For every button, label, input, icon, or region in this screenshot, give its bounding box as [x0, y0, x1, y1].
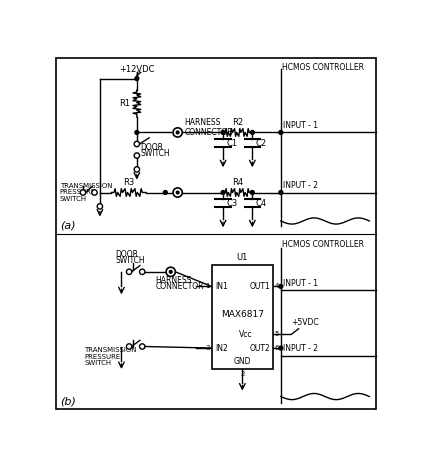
Circle shape	[134, 167, 139, 172]
Text: C1: C1	[226, 139, 237, 148]
Text: PRESSURE: PRESSURE	[85, 353, 121, 359]
Text: INPUT - 2: INPUT - 2	[283, 181, 318, 190]
Text: MAX6817: MAX6817	[221, 310, 264, 319]
Circle shape	[163, 190, 167, 195]
Text: HARNESS: HARNESS	[184, 118, 221, 127]
Text: IN1: IN1	[216, 282, 228, 291]
Text: INPUT - 1: INPUT - 1	[283, 279, 318, 288]
Text: 1: 1	[205, 284, 210, 289]
Text: 4: 4	[274, 284, 279, 289]
Text: R3: R3	[123, 178, 134, 187]
Text: OUT2: OUT2	[249, 344, 270, 353]
Text: Vcc: Vcc	[238, 330, 252, 339]
Circle shape	[169, 270, 172, 273]
Text: R4: R4	[232, 178, 243, 187]
Circle shape	[279, 346, 283, 350]
Text: 6: 6	[274, 345, 279, 351]
Circle shape	[166, 267, 175, 276]
Text: CONNECTOR: CONNECTOR	[184, 128, 233, 137]
Text: +5VDC: +5VDC	[292, 318, 319, 327]
Text: C2: C2	[256, 139, 266, 148]
Text: SWITCH: SWITCH	[60, 196, 87, 201]
Bar	[211, 265, 273, 369]
Circle shape	[139, 269, 145, 274]
Circle shape	[250, 190, 254, 195]
Circle shape	[176, 191, 179, 194]
Text: +12VDC: +12VDC	[119, 66, 155, 74]
Circle shape	[97, 204, 103, 209]
Text: R2: R2	[232, 118, 243, 127]
Circle shape	[221, 130, 225, 134]
Text: IN2: IN2	[216, 344, 228, 353]
Text: 3: 3	[205, 345, 210, 351]
Text: HCMOS CONTROLLER: HCMOS CONTROLLER	[282, 240, 364, 249]
Text: PRESSURE: PRESSURE	[60, 189, 96, 195]
Text: SWITCH: SWITCH	[85, 360, 112, 365]
Text: SWITCH: SWITCH	[141, 150, 171, 158]
Text: U1: U1	[237, 253, 248, 262]
Circle shape	[126, 344, 132, 349]
Circle shape	[176, 131, 179, 134]
Text: (a): (a)	[60, 221, 75, 231]
Circle shape	[279, 190, 283, 195]
Text: C3: C3	[226, 199, 237, 208]
Text: INPUT - 2: INPUT - 2	[283, 345, 318, 353]
Text: C4: C4	[256, 199, 266, 208]
Text: OUT1: OUT1	[249, 282, 270, 291]
Text: TRANSMISSION: TRANSMISSION	[85, 347, 137, 353]
Circle shape	[126, 269, 132, 274]
Circle shape	[139, 344, 145, 349]
Circle shape	[279, 285, 283, 288]
Text: SWITCH: SWITCH	[115, 256, 145, 265]
Text: DOOR: DOOR	[115, 249, 138, 259]
Text: HCMOS CONTROLLER: HCMOS CONTROLLER	[282, 63, 364, 72]
Text: R1: R1	[119, 99, 130, 108]
Circle shape	[279, 130, 283, 134]
Circle shape	[221, 190, 225, 195]
Text: 5: 5	[274, 331, 279, 337]
Circle shape	[135, 130, 139, 134]
Text: INPUT - 1: INPUT - 1	[283, 121, 318, 130]
Circle shape	[134, 153, 139, 158]
Circle shape	[80, 190, 85, 195]
Text: DOOR: DOOR	[141, 143, 164, 152]
Text: HARNESS: HARNESS	[155, 276, 192, 285]
Circle shape	[173, 128, 182, 137]
Text: GND: GND	[234, 357, 251, 365]
Circle shape	[135, 77, 139, 80]
Text: (b): (b)	[60, 396, 76, 407]
Circle shape	[92, 190, 97, 195]
Text: CONNECTOR: CONNECTOR	[155, 282, 204, 291]
Circle shape	[250, 130, 254, 134]
Text: 2: 2	[240, 371, 245, 377]
Circle shape	[134, 141, 139, 147]
Circle shape	[173, 188, 182, 197]
Text: TRANSMISSION: TRANSMISSION	[60, 183, 112, 189]
